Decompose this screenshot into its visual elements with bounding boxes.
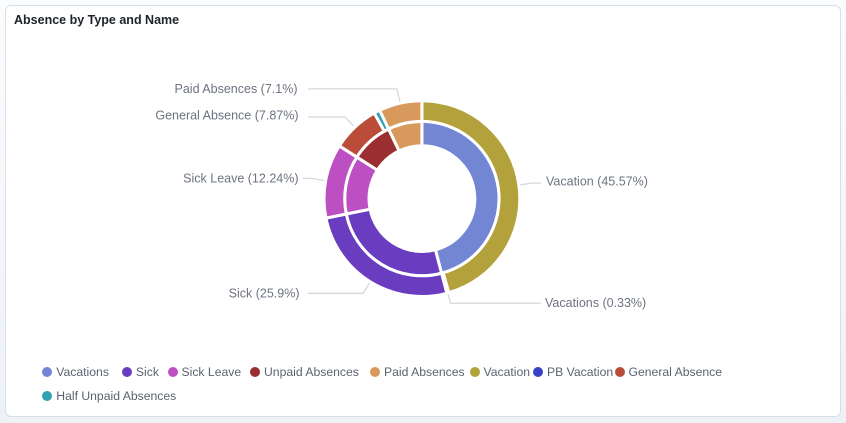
svg-text:Paid Absences (7.1%): Paid Absences (7.1%)	[175, 82, 298, 96]
svg-text:Vacation (45.57%): Vacation (45.57%)	[546, 175, 648, 189]
svg-text:Vacations (0.33%): Vacations (0.33%)	[545, 296, 646, 310]
svg-text:Sick (25.9%): Sick (25.9%)	[229, 286, 300, 300]
svg-text:General Absence (7.87%): General Absence (7.87%)	[155, 109, 298, 123]
svg-text:Sick Leave (12.24%): Sick Leave (12.24%)	[183, 171, 298, 185]
